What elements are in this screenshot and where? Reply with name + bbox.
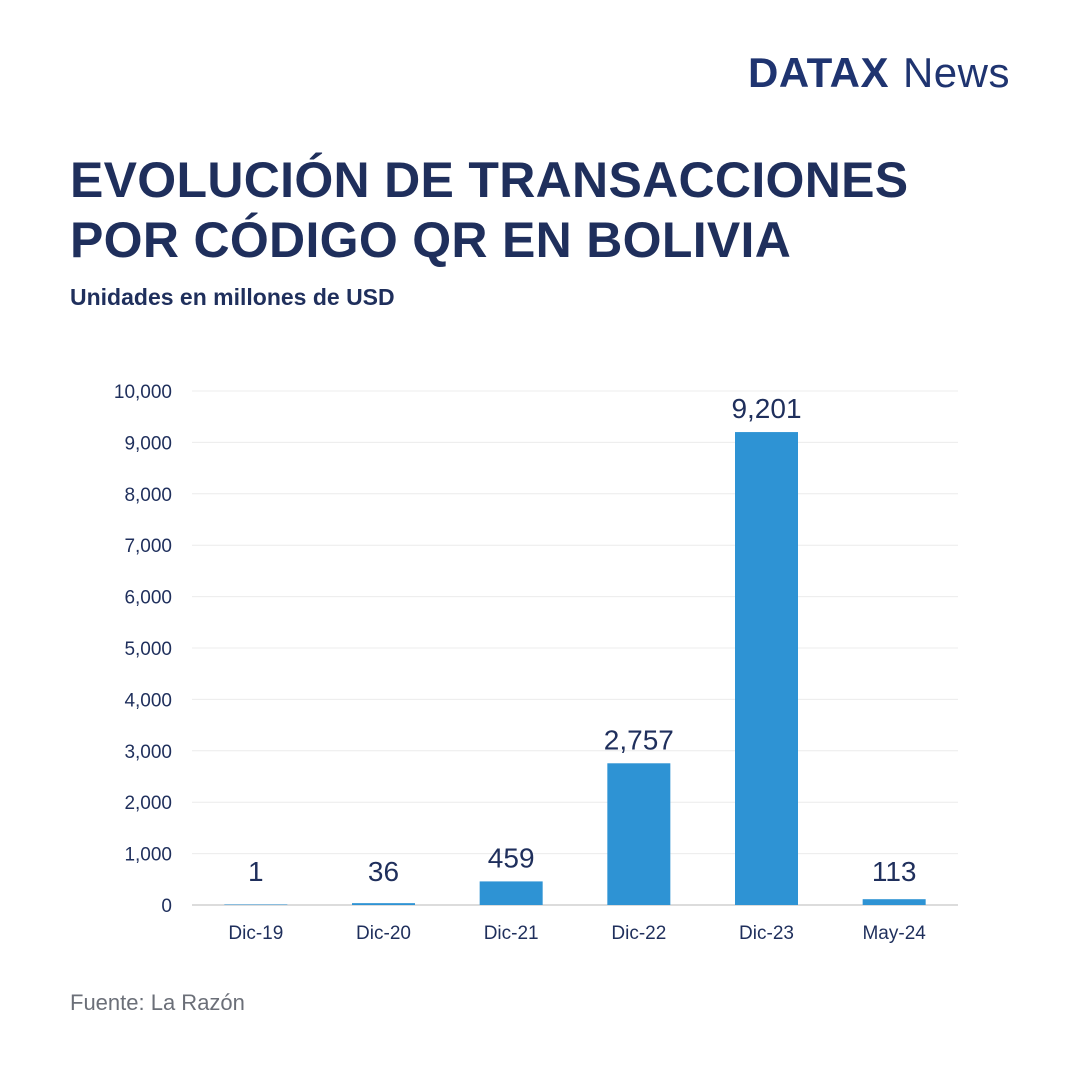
y-tick-label: 6,000 — [124, 588, 172, 609]
chart-subtitle: Unidades en millones de USD — [70, 284, 395, 310]
x-tick-label: Dic-20 — [356, 923, 411, 944]
bar-dic-23 — [735, 432, 798, 905]
y-tick-label: 7,000 — [124, 536, 172, 557]
x-tick-label: May-24 — [862, 923, 926, 944]
bar-dic-20 — [352, 903, 415, 905]
value-label: 113 — [872, 856, 917, 887]
chart-title: EVOLUCIÓN DE TRANSACCIONES POR CÓDIGO QR… — [70, 152, 909, 268]
y-tick-label: 3,000 — [124, 742, 172, 763]
brand-logo: DATAX News — [748, 52, 1010, 94]
bar-dic-21 — [479, 881, 543, 905]
value-label: 459 — [488, 842, 535, 873]
bar-may-24 — [862, 899, 926, 905]
y-tick-label: 4,000 — [124, 690, 172, 711]
value-label: 36 — [368, 856, 399, 887]
y-tick-label: 0 — [161, 896, 172, 917]
bar-dic-22 — [607, 763, 671, 905]
bar-chart: 0 1,000 2,000 3,000 4,000 5,000 6,000 7,000 8,00… — [114, 382, 958, 944]
y-tick-label: 10,000 — [114, 382, 172, 403]
y-tick-label: 8,000 — [124, 485, 172, 506]
x-tick-label: Dic-19 — [228, 923, 283, 944]
y-tick-label: 9,000 — [124, 433, 172, 454]
value-label: 2,757 — [604, 724, 674, 755]
y-tick-label: 1,000 — [124, 845, 172, 866]
x-tick-label: Dic-21 — [484, 923, 539, 944]
y-tick-label: 2,000 — [124, 793, 172, 814]
y-tick-label: 5,000 — [124, 639, 172, 660]
value-label: 9,201 — [731, 393, 801, 424]
bar-dic-19 — [224, 904, 288, 905]
value-label: 1 — [248, 856, 264, 887]
x-tick-label: Dic-22 — [611, 923, 666, 944]
x-tick-label: Dic-23 — [739, 923, 794, 944]
brand-name: DATAX — [748, 49, 889, 96]
source-note: Fuente: La Razón — [70, 990, 245, 1015]
brand-tag: News — [902, 49, 1010, 96]
